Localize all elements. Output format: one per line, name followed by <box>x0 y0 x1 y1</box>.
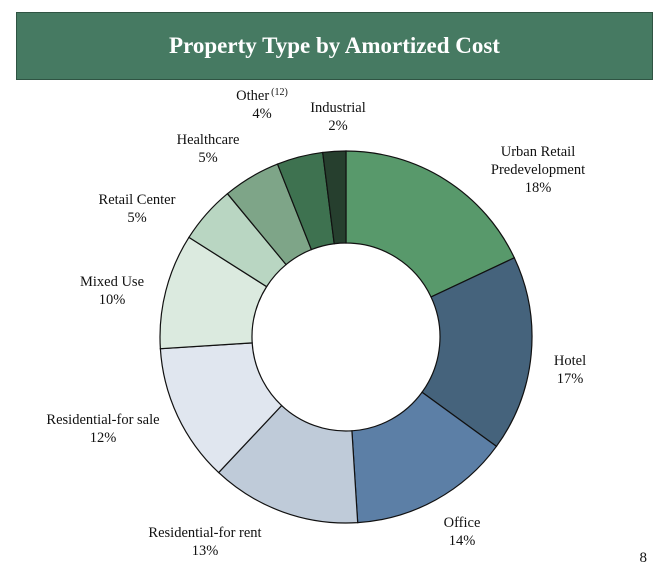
slice-label-mixed-use: Mixed Use 10% <box>80 274 144 308</box>
slice-category-label: Predevelopment <box>491 162 585 178</box>
slice-label-healthcare: Healthcare 5% <box>177 132 240 166</box>
slice-value-label: 14% <box>449 533 476 549</box>
slice-value-label: 18% <box>525 180 552 196</box>
slice-value-label: 12% <box>90 430 117 446</box>
slice-category-label: Healthcare <box>177 132 240 148</box>
slice-value-label: 5% <box>198 150 217 166</box>
chart-title-bar: Property Type by Amortized Cost <box>16 12 653 80</box>
slice-label-hotel: Hotel 17% <box>554 353 586 387</box>
slice-label-office: Office 14% <box>444 515 481 549</box>
slice-category-label: Office <box>444 515 481 531</box>
slice-category-label: Retail Center <box>99 192 176 208</box>
footnote-marker: (12) <box>271 87 288 98</box>
donut-slice-hotel <box>421 257 533 448</box>
slice-value-label: 4% <box>252 106 271 122</box>
slice-category-label: Mixed Use <box>80 274 144 290</box>
slice-category-label: Urban Retail <box>501 144 576 160</box>
chart-title: Property Type by Amortized Cost <box>169 33 500 58</box>
slice-category-label: Other (12) <box>236 87 288 104</box>
slice-category-label: Industrial <box>310 100 366 116</box>
slice-category-label: Residential-for sale <box>46 412 159 428</box>
slice-value-label: 5% <box>127 210 146 226</box>
slice-label-residential-for-rent: Residential-for rent 13% <box>148 525 261 559</box>
slice-label-urban-retail-predevelopment: Urban Retail Predevelopment 18% <box>491 144 585 196</box>
slice-label-other: Other (12) 4% <box>236 87 288 122</box>
slice-label-industrial: Industrial 2% <box>310 100 366 134</box>
slice-value-label: 2% <box>328 118 347 134</box>
slice-label-residential-for-sale: Residential-for sale 12% <box>46 412 159 446</box>
donut-slice-industrial <box>322 150 347 245</box>
slice-value-label: 13% <box>192 543 219 559</box>
page-number: 8 <box>639 550 648 566</box>
slice-category-label: Residential-for rent <box>148 525 261 541</box>
slice-value-label: 17% <box>557 371 584 387</box>
slice-category-label: Hotel <box>554 353 586 369</box>
slice-label-retail-center: Retail Center 5% <box>99 192 176 226</box>
donut-slice-urban-retail-predevelopment <box>345 150 516 298</box>
slice-value-label: 10% <box>99 292 126 308</box>
